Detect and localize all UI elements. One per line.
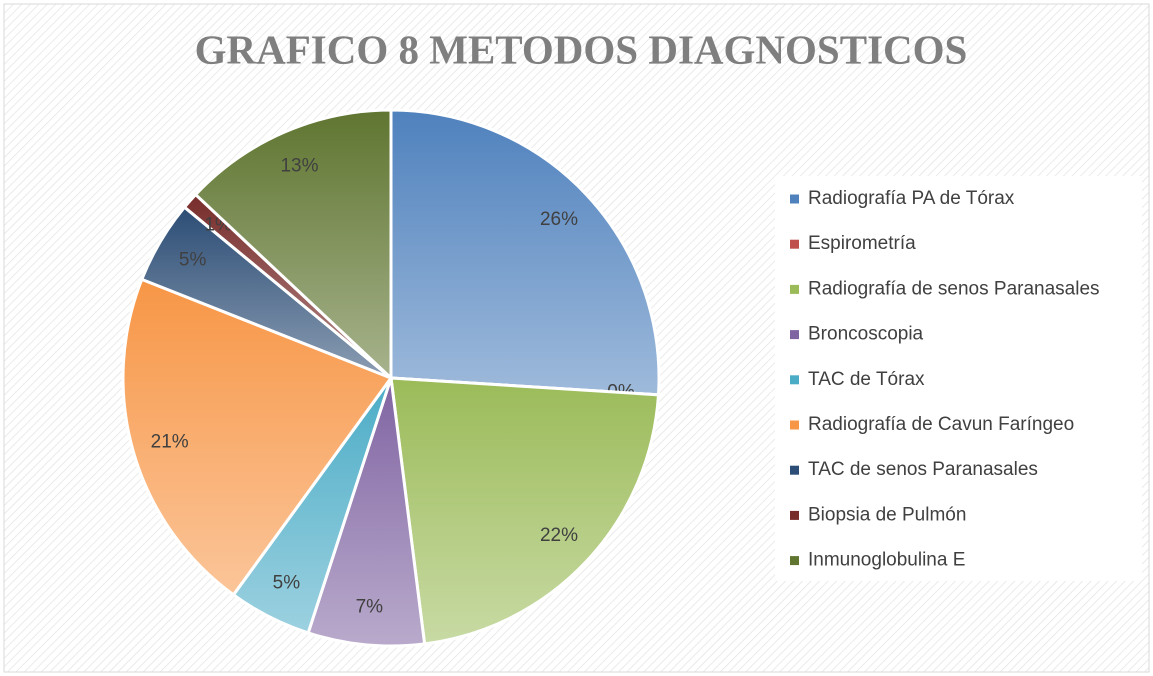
legend-label: Radiografía PA de Tórax [808,188,1015,209]
legend-swatch [790,556,799,566]
data-label: 22% [540,525,578,546]
data-label: 13% [280,155,318,176]
legend-label: TAC de senos Paranasales [808,459,1038,480]
data-label: 5% [179,250,207,271]
pie-slice [306,377,427,648]
legend-label: Radiografía de senos Paranasales [808,278,1100,299]
data-label: 7% [356,596,384,617]
legend-label: Espirometría [808,233,916,254]
legend-swatch [790,239,799,249]
legend-swatch [790,510,799,520]
legend-swatch [790,465,799,475]
legend-swatch [790,284,799,294]
legend-box [775,176,1142,581]
data-label: 5% [273,572,301,593]
legend-swatch [790,194,799,204]
data-label: 26% [540,209,578,230]
pie-slice [389,108,661,397]
legend-label: Broncoscopia [808,324,924,345]
legend-swatch [790,375,799,385]
legend-swatch [790,420,799,430]
data-label: 21% [151,431,189,452]
pie-slice [121,277,394,597]
pie-slice [193,108,393,382]
legend-label: TAC de Tórax [808,369,925,390]
pie-slice [389,376,661,646]
legend-label: Inmunoglobulina E [808,550,965,571]
legend-label: Radiografía de Cavun Faríngeo [808,414,1074,435]
legend-label: Biopsia de Pulmón [808,504,966,525]
chart-title: GRAFICO 8 METODOS DIAGNOSTICOS [195,26,968,72]
legend-swatch [790,330,799,340]
